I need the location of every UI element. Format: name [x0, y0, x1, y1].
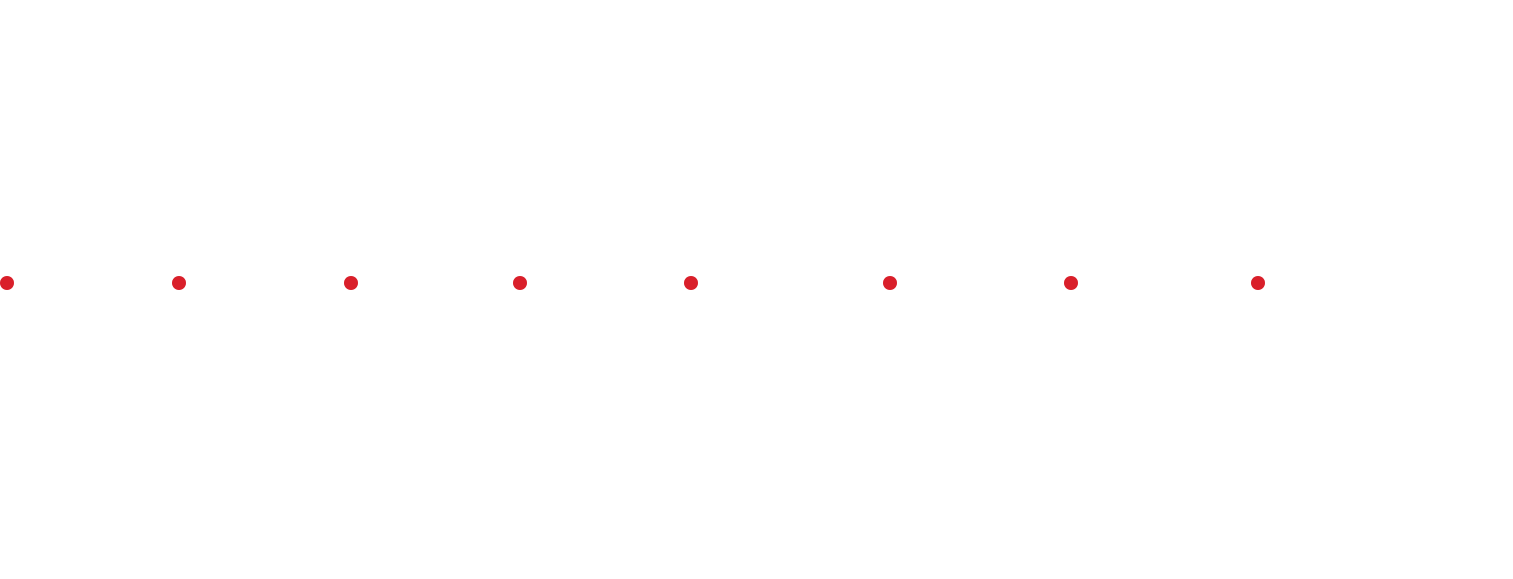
- dot: [344, 276, 358, 290]
- dot: [1251, 276, 1265, 290]
- dot: [684, 276, 698, 290]
- dot: [0, 276, 14, 290]
- dot: [172, 276, 186, 290]
- dot: [513, 276, 527, 290]
- dot: [883, 276, 897, 290]
- dot: [1064, 276, 1078, 290]
